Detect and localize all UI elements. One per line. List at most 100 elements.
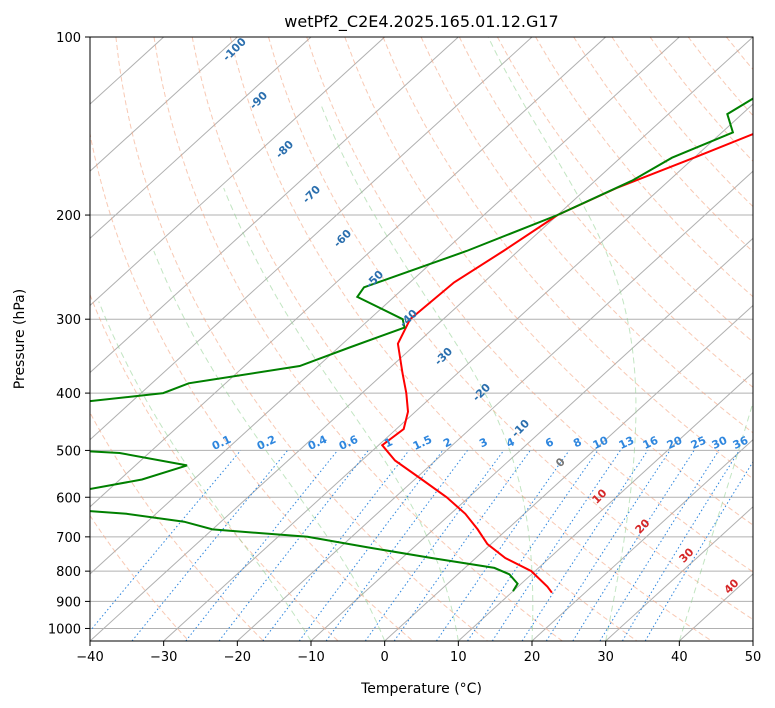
moist-adiabat-label: 40 bbox=[722, 576, 742, 596]
dry-adiabat-label: -40 bbox=[397, 307, 420, 330]
dry-adiabat-line bbox=[611, 37, 753, 208]
moist-adiabat-line bbox=[223, 187, 459, 641]
x-axis-label: Temperature (°C) bbox=[360, 681, 482, 697]
isotherm-line bbox=[90, 37, 533, 441]
y-tick-label: 500 bbox=[56, 444, 81, 459]
x-tick-label: 50 bbox=[745, 650, 762, 665]
mixing-ratio-label: 0.6 bbox=[337, 433, 360, 453]
isotherm-line bbox=[90, 37, 238, 172]
moist-adiabat-label: 0 bbox=[553, 455, 568, 470]
dry-adiabat-line bbox=[344, 37, 753, 526]
dry-adiabat-label: -60 bbox=[331, 227, 354, 250]
mixing-ratio-label: 2 bbox=[441, 435, 453, 450]
mixing-ratio-line bbox=[218, 450, 369, 641]
mixing-ratio-line bbox=[545, 450, 671, 641]
isotherm-line bbox=[90, 37, 607, 508]
chart-title: wetPf2_C2E4.2025.165.01.12.G17 bbox=[284, 12, 558, 32]
isotherm-line bbox=[90, 37, 680, 575]
mixing-ratio-line bbox=[262, 450, 410, 641]
y-tick-label: 1000 bbox=[48, 622, 81, 637]
mixing-ratio-line bbox=[325, 450, 468, 641]
dry-adiabat-label: -20 bbox=[470, 381, 493, 404]
mixing-ratio-line bbox=[298, 450, 444, 641]
y-axis-label: Pressure (hPa) bbox=[12, 289, 28, 389]
mixing-ratio-label: 1.5 bbox=[411, 433, 434, 453]
mixing-ratio-label: 16 bbox=[641, 434, 661, 452]
mixing-ratio-line bbox=[90, 450, 242, 632]
mixing-ratio-line bbox=[185, 450, 338, 641]
dry-adiabat-label: -80 bbox=[273, 138, 296, 161]
mixing-ratio-label: 8 bbox=[571, 435, 583, 450]
dry-adiabat-label: -70 bbox=[300, 183, 323, 206]
mixing-ratio-label: 6 bbox=[543, 435, 556, 450]
mixing-ratio-label: 25 bbox=[689, 434, 708, 452]
dry-adiabat-label: -100 bbox=[220, 35, 249, 64]
isotherm-line bbox=[236, 170, 753, 641]
y-tick-label: 700 bbox=[56, 531, 81, 546]
isotherm-line bbox=[384, 304, 753, 641]
mixing-ratio-label: 0.1 bbox=[210, 433, 233, 453]
moist-adiabat-line bbox=[320, 104, 534, 641]
mixing-ratio-label: 30 bbox=[710, 434, 730, 452]
mixing-ratio-line bbox=[393, 450, 531, 641]
dry-adiabat-label: -30 bbox=[432, 345, 455, 368]
x-tick-label: 0 bbox=[381, 650, 389, 665]
dry-adiabat-line bbox=[573, 37, 753, 253]
moist-adiabat-label: 30 bbox=[677, 545, 697, 565]
dry-adiabat-line bbox=[191, 37, 638, 641]
x-tick-label: 30 bbox=[597, 650, 614, 665]
y-tick-label: 100 bbox=[56, 31, 81, 46]
mixing-ratio-label: 3 bbox=[477, 435, 489, 450]
dewpoint-profile-line bbox=[90, 97, 753, 592]
x-tick-label: 10 bbox=[450, 650, 467, 665]
mixing-ratio-label: 36 bbox=[731, 434, 751, 452]
mixing-ratio-label: 13 bbox=[617, 434, 636, 452]
moist-adiabat-line bbox=[487, 37, 637, 641]
mixing-ratio-label: 0.4 bbox=[306, 433, 329, 453]
isotherm-line bbox=[752, 640, 753, 641]
mixing-ratio-line bbox=[491, 450, 621, 641]
dry-adiabat-line bbox=[649, 37, 753, 162]
dry-adiabat-line bbox=[496, 37, 753, 343]
moist-adiabat-label: 10 bbox=[590, 486, 610, 506]
mixing-ratio-line bbox=[572, 450, 695, 641]
isotherm-line bbox=[90, 37, 312, 240]
dry-adiabat-line bbox=[306, 37, 753, 573]
x-tick-label: −30 bbox=[150, 650, 177, 665]
moist-adiabat-line bbox=[678, 400, 753, 641]
mixing-ratio-line bbox=[435, 450, 570, 641]
y-tick-label: 400 bbox=[56, 387, 81, 402]
mixing-ratio-line bbox=[467, 450, 599, 641]
dry-adiabat-line bbox=[90, 131, 414, 641]
dry-adiabat-line bbox=[765, 37, 775, 641]
dry-adiabat-label: -50 bbox=[363, 268, 386, 291]
moist-adiabat-line bbox=[98, 301, 312, 641]
mixing-ratio-label: 0.2 bbox=[255, 433, 278, 453]
y-tick-label: 600 bbox=[56, 491, 81, 506]
mixing-ratio-label: 10 bbox=[591, 434, 611, 452]
isotherm-line bbox=[163, 103, 753, 641]
isotherm-line bbox=[531, 438, 753, 641]
mixing-ratio-line bbox=[621, 450, 740, 641]
dry-adiabat-line bbox=[268, 37, 753, 621]
isotherm-line bbox=[90, 37, 459, 374]
x-tick-label: 20 bbox=[524, 650, 541, 665]
y-tick-label: 300 bbox=[56, 313, 81, 328]
x-tick-label: −40 bbox=[76, 650, 103, 665]
isotherm-line bbox=[90, 37, 753, 641]
mixing-ratio-line bbox=[599, 450, 720, 641]
dry-adiabat-line bbox=[382, 37, 753, 480]
y-tick-label: 900 bbox=[56, 595, 81, 610]
mixing-ratio-label: 20 bbox=[665, 434, 685, 452]
isotherm-line bbox=[605, 506, 753, 641]
x-tick-label: −10 bbox=[297, 650, 324, 665]
dry-adiabat-line bbox=[726, 37, 753, 71]
mixing-ratio-line bbox=[521, 450, 649, 641]
dry-adiabat-label: -10 bbox=[509, 417, 532, 440]
dry-adiabat-line bbox=[229, 37, 712, 641]
dry-adiabat-line bbox=[90, 411, 264, 641]
isotherm-line bbox=[457, 371, 753, 641]
isotherm-line bbox=[90, 37, 386, 307]
y-tick-label: 800 bbox=[56, 565, 81, 580]
